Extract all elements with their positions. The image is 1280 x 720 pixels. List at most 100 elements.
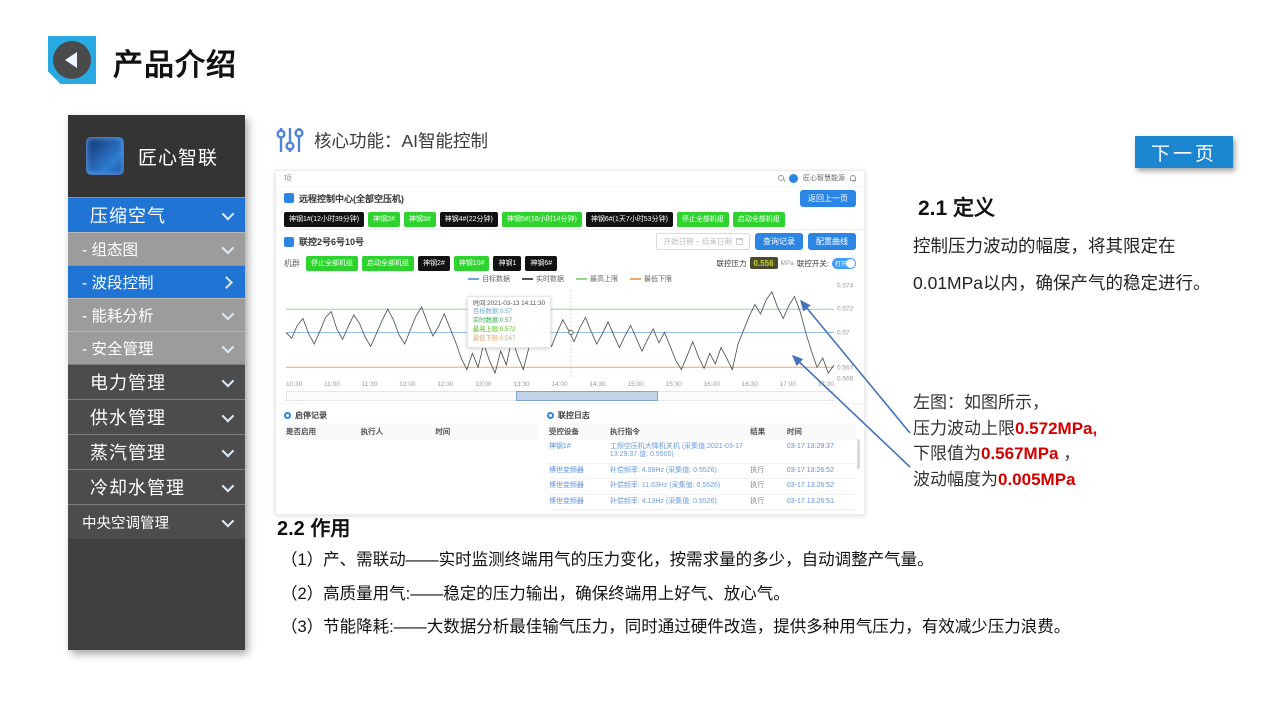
table-row: 博世变频器 补偿频率: 11.63Hz (采集值: 0.5526) 执行 03-17 …	[546, 479, 856, 495]
machine-pill[interactable]: 神钢2#	[368, 211, 400, 227]
chevron-down-icon	[221, 241, 235, 254]
tooltip-line: 实时数据:0.57	[472, 317, 513, 325]
chart-legend: 目标数据 实时数据 最高上限 最低下限	[276, 273, 864, 287]
sidebar-item[interactable]: 电力管理	[68, 364, 245, 399]
x-axis-tick: 14:30	[589, 381, 606, 389]
x-axis-tick: 12:30	[437, 381, 454, 389]
device-link[interactable]: 博世变频器	[548, 466, 584, 474]
sliders-icon	[276, 128, 304, 152]
machine-pill[interactable]: 神钢6#(1天7小时53分钟)	[585, 211, 673, 227]
legend-dash	[522, 278, 533, 281]
chevron-down-icon	[221, 444, 235, 457]
datazoom-selection[interactable]	[516, 390, 659, 401]
sidebar-item[interactable]: 蒸汽管理	[68, 434, 245, 469]
tooltip-line: 目标数据:0.57	[472, 308, 513, 316]
legend-dash	[576, 278, 587, 281]
x-axis-tick: 15:30	[665, 381, 682, 389]
annotation-line: 左图：如图所示，	[913, 390, 1097, 416]
result-text: 执行	[750, 497, 765, 505]
sidebar-item[interactable]: - 安全管理	[68, 331, 245, 364]
legend-item[interactable]: 实时数据	[522, 274, 564, 284]
legend-item[interactable]: 目标数据	[468, 274, 510, 284]
machine-pill[interactable]: 停止全部机组	[676, 211, 729, 227]
x-axis-tick: 13:00	[475, 381, 492, 389]
machine-pill[interactable]: 神钢2#	[418, 255, 450, 271]
sidebar-item-label: - 安全管理	[82, 341, 154, 358]
back-button[interactable]	[48, 36, 96, 84]
query-records-button[interactable]: 查询记录	[755, 233, 803, 251]
tooltip-line: 最高上限:0.572	[472, 325, 516, 333]
linked-control-toggle[interactable]: 打开	[832, 257, 856, 269]
feature-heading-label: 核心功能：AI智能控制	[314, 130, 489, 151]
date-range-input[interactable]: 开始日期 ~ 结束日期	[656, 233, 750, 251]
machine-pill[interactable]: 启动全部机组	[732, 211, 785, 227]
config-curve-button[interactable]: 配置曲线	[808, 233, 856, 251]
table-row: 博世变频器 补偿频率: 4.13Hz (采集值: 0.5526) 执行 03-17 1…	[546, 495, 856, 511]
datazoom-slider[interactable]	[286, 390, 834, 401]
device-link[interactable]: 神钢1#	[548, 442, 571, 450]
machine-pill[interactable]: 神钢10#	[453, 255, 490, 271]
next-page-button[interactable]: 下一页	[1135, 136, 1233, 168]
legend-item[interactable]: 最低下限	[630, 274, 672, 284]
y-axis-label: 0.574	[837, 282, 854, 290]
function-point: （1）产、需联动——实时监测终端用气的压力变化，按需求量的多少，自动调整产气量。	[281, 551, 934, 569]
table-scrollbar[interactable]	[857, 438, 860, 469]
sidebar-item[interactable]: 供水管理	[68, 399, 245, 434]
annotation-text-segment: ，	[1058, 444, 1081, 463]
sidebar-item[interactable]: - 能耗分析	[68, 298, 245, 331]
return-prev-page-button[interactable]: 返回上一页	[800, 189, 856, 207]
calendar-icon	[736, 238, 743, 246]
machine-pill[interactable]: 神钢5#(16小时14分钟)	[501, 211, 582, 227]
time-text: 03-17 13:26:52	[786, 466, 834, 474]
brand: 匠心智联	[68, 115, 245, 197]
machine-pill[interactable]: 神钢4#(22分钟)	[439, 211, 498, 227]
chevron-down-icon	[221, 374, 235, 387]
feature-heading: 核心功能：AI智能控制	[276, 126, 488, 154]
legend-item[interactable]: 最高上限	[576, 274, 618, 284]
dashboard-topbar: 项 匠心智慧能源	[276, 171, 864, 187]
annotation-text-segment: 下限值为	[913, 444, 981, 463]
sidebar-item[interactable]: - 组态图	[68, 232, 245, 265]
device-link[interactable]: 博世变频器	[548, 482, 584, 490]
back-circle	[53, 41, 91, 79]
machine-pill[interactable]: 神钢3#	[403, 211, 436, 227]
section-title: 远程控制中心(全部空压机)	[299, 193, 404, 204]
command-text: 工频空压机大降机关机 (采集值:2021-03-17 13:29:37 值: 0…	[609, 442, 743, 459]
chevron-down-icon	[221, 340, 235, 353]
table-row: 神钢1# 工频空压机大降机关机 (采集值:2021-03-17 13:29:37 …	[546, 440, 856, 464]
chevron-down-icon	[221, 409, 235, 422]
machine-pill[interactable]: 神钢6#	[525, 255, 558, 271]
machine-pill[interactable]: 停止全部机组	[306, 255, 358, 271]
sidebar-item-label: 供水管理	[90, 408, 166, 428]
function-point: （3）节能降耗:——大数据分析最佳输气压力，同时通过硬件改造，提供多种用气压力，…	[281, 618, 1071, 636]
avatar[interactable]	[789, 173, 798, 183]
pressure-chart[interactable]: 时间:2021-03-13 14:11:30 目标数据:0.57 实时数据:0.57…	[286, 283, 853, 383]
bell-icon[interactable]	[850, 175, 856, 183]
x-axis-tick: 12:00	[399, 381, 416, 389]
device-link[interactable]: 博世变频器	[548, 497, 584, 505]
sidebar-item[interactable]: - 波段控制	[68, 265, 245, 298]
annotation-value: 0.572MPa,	[1015, 418, 1098, 438]
chart-x-axis: 10:30 11:00 11:30 12:00 12:30 13:00 13:30 14:00…	[286, 379, 834, 391]
sidebar-item[interactable]: 中央空调管理	[68, 504, 245, 539]
table-title: 启停记录	[295, 411, 327, 421]
chevron-down-icon	[221, 207, 235, 220]
machine-pill[interactable]: 启动全部机组	[362, 255, 414, 271]
sidebar-item[interactable]: 冷却水管理	[68, 469, 245, 504]
machine-pill[interactable]: 神钢1	[493, 255, 522, 271]
remote-control-section-header: 远程控制中心(全部空压机) 返回上一页	[276, 187, 864, 210]
x-axis-tick: 11:00	[324, 381, 340, 389]
result-text: 执行	[750, 482, 765, 490]
machine-pill[interactable]: 神钢1#(12小时39分钟)	[284, 211, 365, 227]
linked-control-log-table: 联控日志 受控设备 执行指令 结果 时间 神钢1# 工频空压机大降机关机 (采集值:20…	[546, 409, 860, 511]
topbar-left-text: 项	[284, 173, 292, 183]
sidebar-item[interactable]: 压缩空气	[68, 197, 245, 232]
annotation-text-segment: 压力波动上限	[913, 418, 1015, 438]
sidebar-menu: 压缩空气 - 组态图 - 波段控制 - 能耗分析 - 安全管理电力管理供水管理蒸汽管理冷…	[68, 197, 245, 539]
section-title: 联控2号6号10号	[299, 237, 365, 248]
search-icon[interactable]	[778, 175, 784, 182]
chevron-down-icon	[221, 307, 235, 320]
sidebar-item-label: 冷却水管理	[90, 478, 185, 498]
sidebar-item-label: - 能耗分析	[82, 308, 154, 325]
